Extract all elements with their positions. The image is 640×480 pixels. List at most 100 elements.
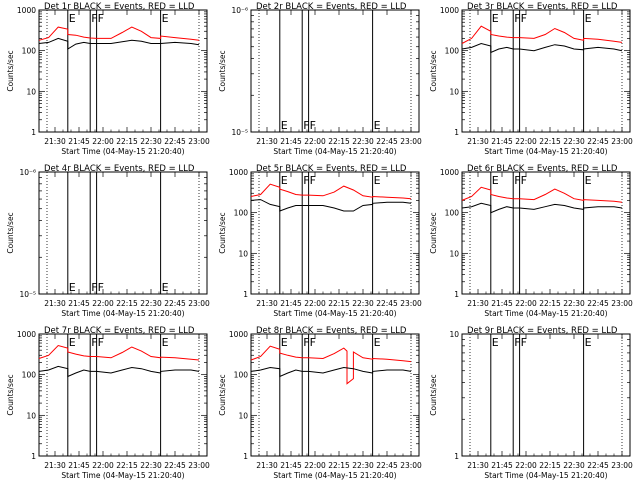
x-tick-label: 22:00 xyxy=(304,299,326,308)
x-tick-label: 22:00 xyxy=(515,137,537,146)
x-tick-label: 22:30 xyxy=(140,461,162,470)
x-tick-label: 21:30 xyxy=(44,461,66,470)
x-tick-label: 22:15 xyxy=(116,461,138,470)
x-tick-label: 22:30 xyxy=(352,137,374,146)
series-line xyxy=(461,202,623,214)
series-line xyxy=(250,199,412,212)
x-tick-label: 22:15 xyxy=(328,461,350,470)
y-tick-label: 100 xyxy=(445,209,460,218)
x-tick-label: 22:30 xyxy=(563,137,585,146)
y-tick-label: 10 xyxy=(26,411,36,420)
x-tick-label: 22:00 xyxy=(92,137,114,146)
chart-title: Det 9r BLACK = Events, RED = LLD xyxy=(467,326,618,336)
x-tick-label: 21:45 xyxy=(280,299,302,308)
y-tick-label: 1000 xyxy=(17,6,36,15)
x-tick-label: 22:00 xyxy=(515,461,537,470)
plot-frame xyxy=(250,9,420,133)
y-tick-label: 10 xyxy=(449,249,459,258)
y-tick-label: 10 xyxy=(238,249,248,258)
y-tick-label: 1 xyxy=(31,128,36,137)
event-marker-label: E xyxy=(374,336,381,349)
event-marker-label: E xyxy=(585,174,592,187)
y-axis-label: Counts/sec xyxy=(218,212,227,253)
series-line xyxy=(461,25,623,44)
series-line xyxy=(250,345,412,385)
event-marker-label: E xyxy=(281,336,288,349)
y-axis-label: Counts/sec xyxy=(6,374,15,415)
event-marker-label: F xyxy=(98,281,104,294)
y-tick-label: 10 xyxy=(449,87,459,96)
y-tick-label: 1 xyxy=(243,290,248,299)
y-tick-label: 1000 xyxy=(440,6,459,15)
event-marker-label: F xyxy=(98,336,104,349)
y-tick-label: 1000 xyxy=(17,330,36,339)
event-marker-label: F xyxy=(310,119,316,132)
y-axis-label: Counts/sec xyxy=(218,50,227,91)
x-tick-label: 22:45 xyxy=(164,461,186,470)
y-axis-label: Counts/sec xyxy=(6,50,15,91)
event-marker-label: F xyxy=(521,12,527,25)
y-tick-label: 100 xyxy=(234,209,249,218)
y-tick-label: 100 xyxy=(445,47,460,56)
x-tick-label: 22:15 xyxy=(328,299,350,308)
x-tick-label: 22:15 xyxy=(539,461,561,470)
series-line xyxy=(38,344,200,361)
y-tick-label: 10⁻⁶ xyxy=(19,168,36,177)
x-tick-label: 22:00 xyxy=(92,461,114,470)
event-marker-label: F xyxy=(521,336,527,349)
x-tick-label: 23:00 xyxy=(188,299,210,308)
x-tick-label: 22:00 xyxy=(515,299,537,308)
x-tick-label: 22:45 xyxy=(587,461,609,470)
x-axis-label: Start Time (04-May-15 21:20:40) xyxy=(273,147,396,156)
chart-title: Det 6r BLACK = Events, RED = LLD xyxy=(467,164,618,174)
event-marker-label: E xyxy=(374,174,381,187)
chart-title: Det 3r BLACK = Events, RED = LLD xyxy=(467,2,618,12)
series-line xyxy=(250,366,412,378)
chart-panel-2: Det 2r BLACK = Events, RED = LLD 10⁻⁶ 10⁻⁵… xyxy=(218,2,422,156)
chart-title: Det 2r BLACK = Events, RED = LLD xyxy=(256,2,407,12)
event-marker-label: F xyxy=(303,336,309,349)
y-tick-label: 10⁻⁵ xyxy=(19,290,36,299)
y-axis-label: Counts/sec xyxy=(429,50,438,91)
event-marker-label: E xyxy=(585,12,592,25)
x-tick-label: 21:30 xyxy=(256,299,278,308)
y-tick-label: 1 xyxy=(454,452,459,461)
x-tick-label: 21:30 xyxy=(467,461,489,470)
event-marker-label: F xyxy=(514,336,520,349)
x-tick-label: 22:00 xyxy=(92,299,114,308)
x-axis-label: Start Time (04-May-15 21:20:40) xyxy=(484,471,607,480)
event-marker-label: F xyxy=(303,119,309,132)
x-tick-label: 22:45 xyxy=(587,137,609,146)
y-tick-label: 1000 xyxy=(229,168,248,177)
event-marker-label: F xyxy=(303,174,309,187)
plot-frame xyxy=(250,171,420,295)
x-tick-label: 21:45 xyxy=(280,137,302,146)
plot-frame xyxy=(461,171,631,295)
x-tick-label: 22:30 xyxy=(352,299,374,308)
x-tick-label: 23:00 xyxy=(400,461,422,470)
plot-frame xyxy=(38,9,208,133)
x-tick-label: 22:45 xyxy=(164,137,186,146)
x-tick-label: 21:30 xyxy=(467,137,489,146)
event-marker-label: E xyxy=(162,336,169,349)
chart-title: Det 5r BLACK = Events, RED = LLD xyxy=(256,164,407,174)
event-marker-label: E xyxy=(281,119,288,132)
chart-panel-9: Det 9r BLACK = Events, RED = LLD 10 1 Count… xyxy=(429,326,633,480)
chart-panel-5: Det 5r BLACK = Events, RED = LLD 1000 100 1… xyxy=(218,164,422,318)
y-tick-label: 10 xyxy=(449,330,459,339)
x-tick-label: 23:00 xyxy=(400,137,422,146)
x-axis-label: Start Time (04-May-15 21:20:40) xyxy=(484,309,607,318)
x-tick-label: 22:15 xyxy=(539,299,561,308)
x-tick-label: 22:30 xyxy=(140,137,162,146)
x-tick-label: 21:30 xyxy=(256,137,278,146)
x-tick-label: 21:45 xyxy=(68,299,90,308)
x-tick-label: 22:30 xyxy=(352,461,374,470)
x-tick-label: 21:45 xyxy=(491,461,513,470)
event-marker-label: E xyxy=(585,336,592,349)
plot-frame xyxy=(461,333,631,457)
x-tick-label: 22:15 xyxy=(116,299,138,308)
event-marker-label: F xyxy=(91,336,97,349)
x-axis-label: Start Time (04-May-15 21:20:40) xyxy=(61,309,184,318)
x-axis-label: Start Time (04-May-15 21:20:40) xyxy=(484,147,607,156)
